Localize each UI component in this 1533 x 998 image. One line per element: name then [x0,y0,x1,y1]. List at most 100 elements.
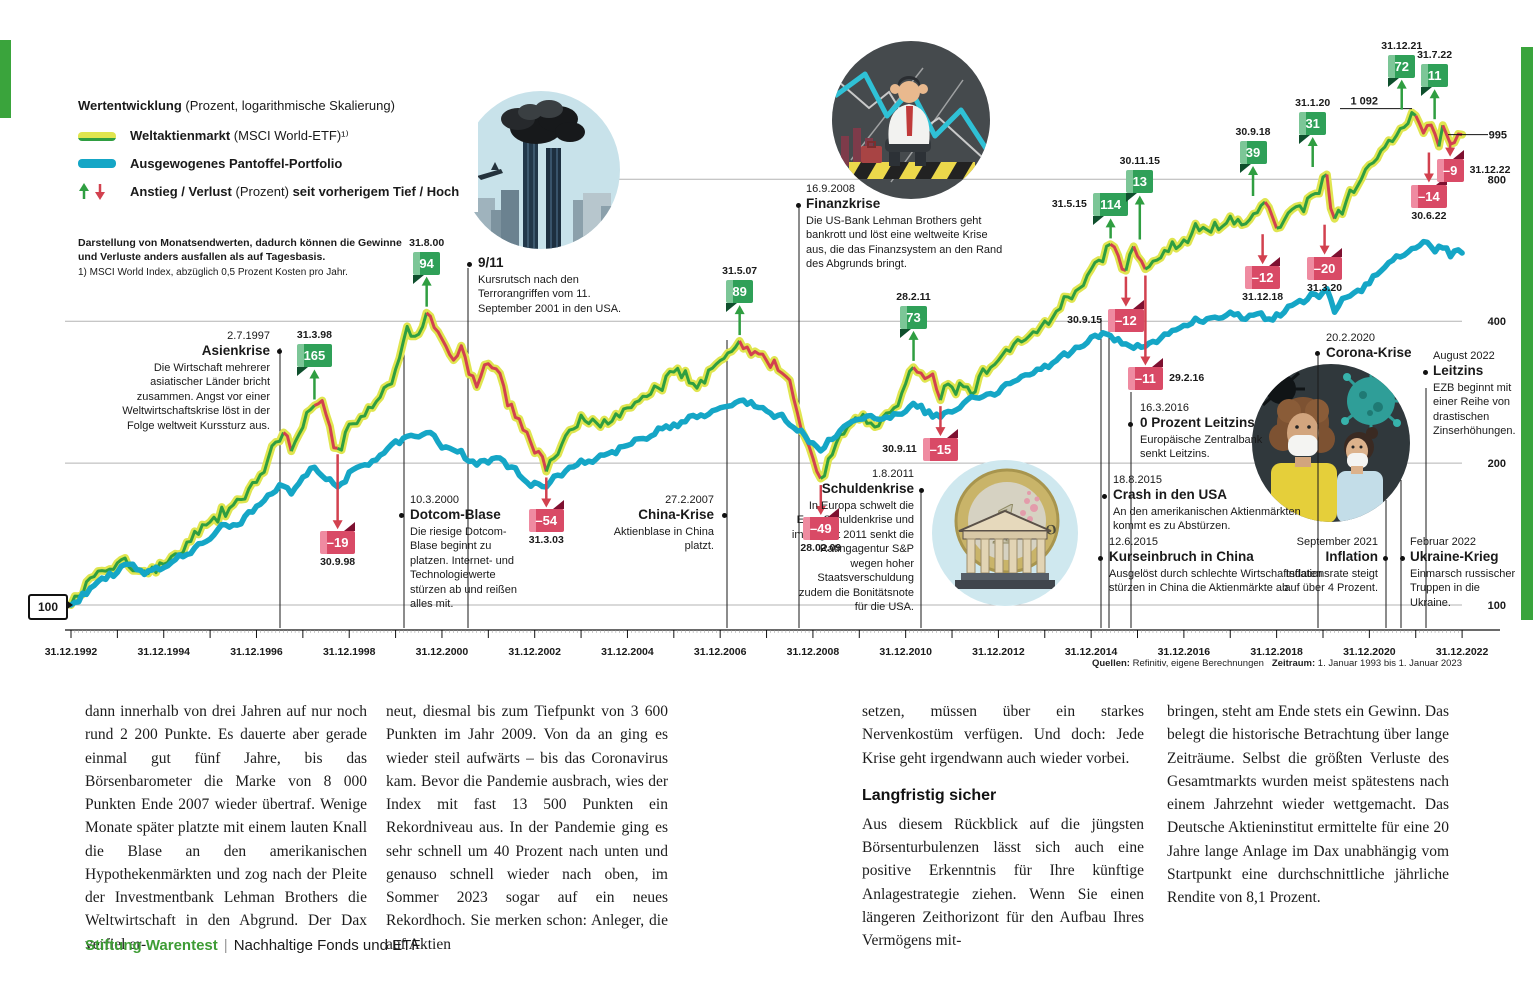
gain-badge: 13 [1126,170,1154,203]
event-bullet-icon [722,513,727,518]
event-title: Corona-Krise [1326,345,1412,360]
world-market-line [912,366,942,401]
legend-item-weltaktienmarkt: Weltaktienmarkt (MSCI World-ETF)¹⁾ [78,128,478,144]
world-market-line [1414,114,1441,147]
badge-date: 30.9.11 [882,443,917,456]
world-market-line [1325,174,1336,220]
loss-badge: –11 [1127,358,1164,391]
badge-date: 30.9.98 [320,556,356,569]
brand-name: Stiftung Warentest [85,937,218,954]
chart-legend: Wertentwicklung (Prozent, logarithmische… [78,98,478,212]
x-axis-label: 31.12.2018 [1250,646,1303,658]
legend-item-anstieg-verlust: Anstieg / Verlust (Prozent) seit vorheri… [78,183,478,200]
x-axis-label: 31.12.2010 [879,646,932,658]
article-column-3: setzen, müssen über ein starkes Nervenko… [862,703,1144,949]
event-leitzins-2022: August 2022 Leitzins EZB beginnt mit ein… [1423,350,1521,439]
article-column-2: neut, diesmal bis zum Tiefpunkt von 3 60… [386,703,668,953]
x-axis-label: 31.12.2004 [601,646,654,658]
event-date: Februar 2022 [1410,536,1477,548]
gain-badge: 165 [296,344,333,377]
event-title: Ukraine-Krieg [1410,549,1499,564]
event-title: Schuldenkrise [821,481,914,496]
page-footer: Stiftung Warentest | Nachhaltige Fonds und… [85,937,420,954]
x-axis-label: 31.12.2008 [787,646,840,658]
chart-note: Darstellung von Monatsendwerten, dadurch… [78,236,423,279]
event-bullet-icon [1423,370,1428,375]
event-text: EZB beginnt mit einer Reihe von drastisc… [1433,381,1516,438]
world-market-line [1132,245,1147,270]
event-title: Crash in den USA [1113,487,1228,502]
gain-badge: 11 [1421,64,1449,97]
pantoffel-swatch-icon [78,159,116,168]
event-date: 10.3.2000 [410,494,459,506]
rise-arrow-icon [79,183,89,199]
event-date: 12.6.2015 [1109,536,1158,548]
badge-date: 31.8.00 [409,236,445,249]
note-footnote: 1) MSCI World Index, abzüglich 0,5 Proze… [78,267,348,279]
world-market-line [1437,125,1445,147]
loss-badge: –20 [1306,247,1343,280]
x-axis-label: 31.12.2012 [972,646,1025,658]
event-corona-krise: 20.2.2020 Corona-Krise [1315,332,1446,363]
event-bullet-icon [1128,422,1133,427]
event-date: 16.3.2016 [1140,402,1189,414]
event-nine-eleven: 9/11 Kursrutsch nach den Terrorangriffen… [467,255,646,316]
event-text: Die riesige Dotcom-Blase beginnt zu plat… [410,525,518,611]
world-market-line [425,311,548,472]
event-bullet-icon [919,488,924,493]
loss-badge: –12 [1108,299,1144,332]
corona-masks-illustration [1252,364,1410,522]
y-axis-label: 200 [1488,458,1506,470]
event-title: Kurseinbruch in China [1109,549,1254,564]
loss-badge: –49 [803,508,839,541]
world-market-line [1276,173,1328,230]
world-market-line [544,340,741,472]
world-market-line [313,399,338,450]
loss-badge: –19 [319,522,356,555]
world-market-line [336,312,428,452]
gain-badge: 31 [1299,112,1327,144]
y-axis-label: 400 [1488,316,1506,328]
event-text: Ausgelöst durch schlechte Wirtschaftsdat… [1109,567,1323,595]
page-edge-accent-right [1521,47,1533,620]
badge-date: 29.2.16 [1169,372,1205,385]
footer-title: Nachhaltige Fonds und ETF [233,937,421,954]
gain-badge: 39 [1239,141,1267,173]
badge-date: 31.5.15 [1051,198,1087,211]
gain-badge: 114 [1092,193,1129,226]
badge-date: 31.12.18 [1242,291,1284,304]
event-bullet-icon [1400,556,1405,561]
world-market-line [938,242,1112,401]
event-title: Finanzkrise [806,196,881,211]
event-text: Die US-Bank Lehman Brothers geht bankrot… [806,214,1003,271]
event-bullet-icon [1315,351,1320,356]
event-date: August 2022 [1433,350,1495,362]
event-title: Inflation [1325,549,1379,564]
loss-badge: –15 [922,429,959,462]
event-ukraine-krieg: Februar 2022 Ukraine-Krieg Einmarsch rus… [1400,536,1522,610]
event-title: Dotcom-Blase [410,507,501,522]
x-axis-label: 31.12.1998 [323,646,376,658]
event-crash-usa: 18.8.2015 Crash in den USA An den amerik… [1102,474,1313,534]
badge-date: 31.3.03 [528,534,564,547]
event-text: Aktienblase in China platzt. [613,525,714,553]
end-value-label: 995 [1489,130,1507,142]
event-asienkrise: 2.7.1997 Asienkrise Die Wirtschaft mehre… [118,330,282,433]
badge-date: 28.02.09 [800,542,842,555]
loss-badge: –54 [528,500,565,533]
article-column-4: bringen, steht am Ende stets ein Gewinn.… [1167,703,1449,906]
note-bold: Darstellung von Monatsendwerten, dadurch… [78,237,402,264]
event-bullet-icon [1102,494,1107,499]
world-market-swatch-icon [78,131,116,141]
badge-date: 31.7.22 [1417,49,1453,62]
event-title: Asienkrise [201,343,270,358]
event-bullet-icon [796,203,801,208]
article-subheading: Langfristig sicher [862,786,997,804]
world-market-line [289,404,316,452]
event-bullet-icon [277,349,282,354]
x-axis-label: 31.12.1994 [137,646,190,658]
badge-date: 28.2.11 [896,290,931,303]
fall-arrow-icon [95,184,105,200]
loss-badge: –14 [1411,175,1447,208]
